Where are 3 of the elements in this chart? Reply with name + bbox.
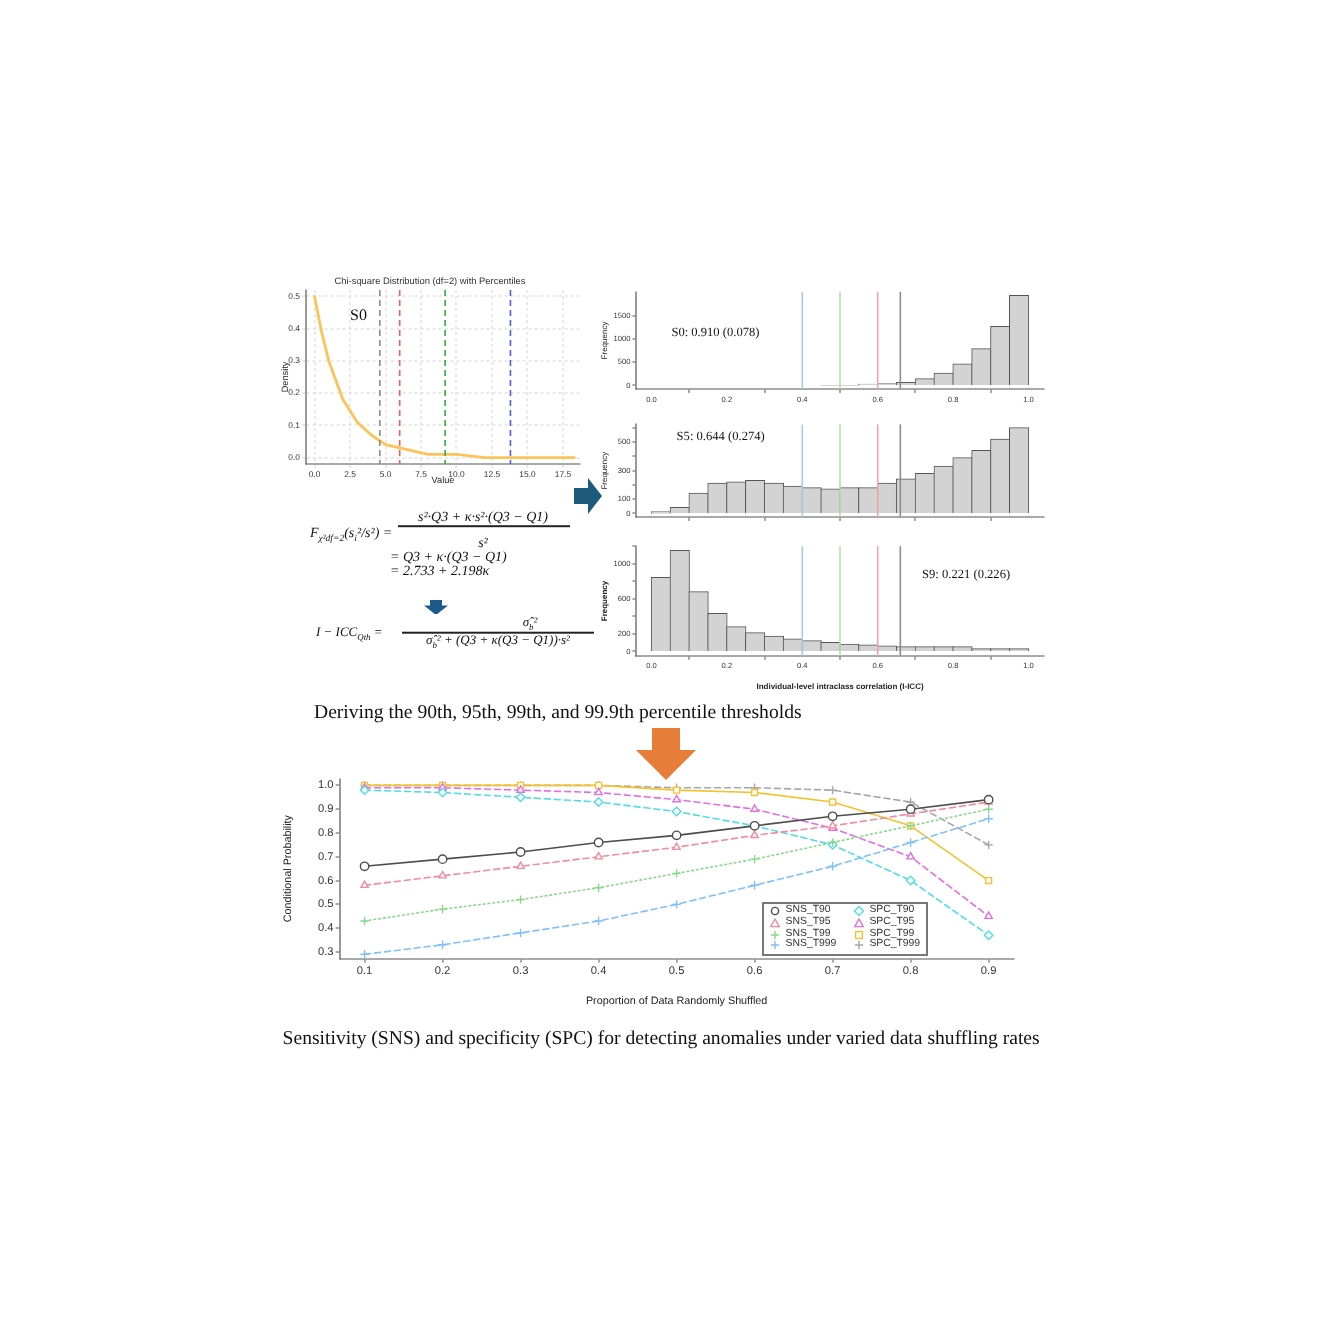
- text: Sensitivity (SNS) and specificity (SPC) for detecting anomalies under varied data shuffling rates: [282, 1028, 1040, 1051]
- text: Deriving the 90th, 95th, 99th, and 99.9th percentile thresholds: [314, 702, 802, 725]
- annotation: S0: [350, 305, 367, 323]
